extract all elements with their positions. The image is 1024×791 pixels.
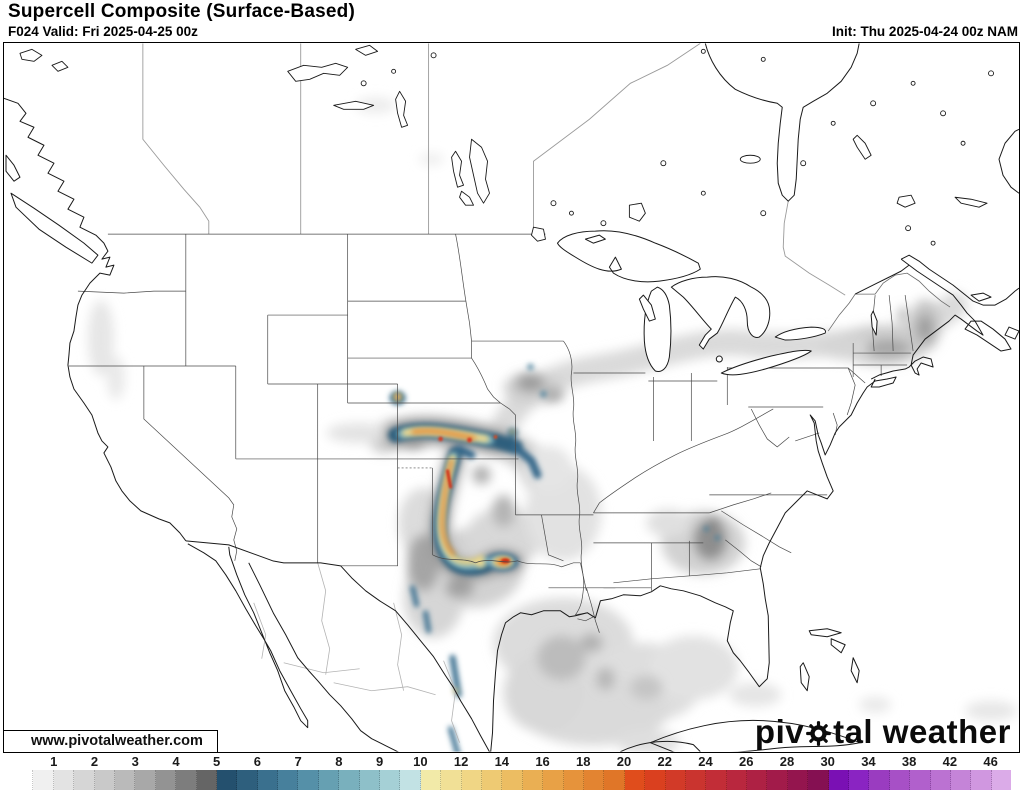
legend-tick-label: 28 [779,754,795,769]
legend-color-box [665,770,686,790]
us-canada-border-east [827,272,951,332]
legend-color-box [889,770,911,790]
legend-tick-label: 20 [616,754,632,769]
legend-color-box [257,770,279,790]
legend-color-box [910,770,931,790]
legend-color-box [726,770,748,790]
legend-color-box [685,770,707,790]
legend-color-box [380,770,401,790]
map-svg [4,43,1019,752]
legend-color-box [583,770,605,790]
legend-color-box [33,770,54,790]
legend-color-box [420,770,442,790]
legend-tick-label: 38 [901,754,917,769]
legend-tick-label: 3 [131,754,139,769]
caribbean-coastlines [620,628,861,752]
valid-time-label: F024 Valid: Fri 2025-04-25 00z [8,24,198,39]
legend-tick-label: 10 [413,754,428,769]
legend-tick-label: 46 [983,754,998,769]
legend-tick-label: 22 [657,754,672,769]
legend-tick-label: 12 [453,754,469,769]
legend-color-box [563,770,584,790]
legend-color-box [176,770,197,790]
legend-tick-label: 42 [942,754,958,769]
color-scale-legend: 1 2 3 4 5 6 7 8 9 10 12 14 16 18 20 22 24 26 28 30 34 38 42 46 [0,753,1024,791]
small-lakes-specks [360,48,994,246]
legend-color-box [828,770,850,790]
legend-color-box [441,770,462,790]
header: Supercell Composite (Surface-Based) F024… [0,0,1024,42]
legend-tick-label: 8 [335,754,343,769]
legend-color-box [94,770,115,790]
init-time-label: Init: Thu 2025-04-24 00z NAM [831,24,1018,39]
legend-color-box [849,770,870,790]
legend-tick-label: 34 [861,754,876,769]
legend-color-box [543,770,564,790]
page-title: Supercell Composite (Surface-Based) [8,1,355,22]
forecast-map: www.pivotalweather.com piv tal weather [3,42,1020,753]
legend-tick-label: 6 [253,754,262,769]
legend-color-box [298,770,319,790]
legend-tick-label: 18 [576,754,591,769]
legend-color-box [278,770,299,790]
legend-tick-label: 16 [535,754,550,769]
legend-color-box [237,770,258,790]
legend-color-box [461,770,482,790]
canada-lakes [19,44,916,242]
legend-color-box [216,770,238,790]
legend-color-box [114,770,136,790]
pivotal-weather-logo: piv tal weather [755,713,1011,751]
legend-color-box [930,770,951,790]
legend-color-box [13,770,34,790]
province-borders [142,43,846,296]
great-lakes [556,230,878,376]
legend-tick-label: 2 [90,754,99,769]
legend-color-box [359,770,381,790]
legend-tick-label: 24 [698,754,713,769]
watermark: www.pivotalweather.com [3,730,218,753]
legend-color-box [318,770,340,790]
legend-color-box [502,770,523,790]
legend-color-box [339,770,360,790]
legend-color-box [950,770,972,790]
legend-tick-label: 30 [820,754,835,769]
legend-color-box [991,770,1012,790]
legend-color-box [971,770,992,790]
legend-tick-label: 4 [172,754,180,769]
legend-color-box [135,770,156,790]
legend-color-box [706,770,727,790]
legend-color-box [481,770,503,790]
legend-color-box [624,770,646,790]
legend-color-box [196,770,217,790]
legend-color-box [747,770,768,790]
shading-red-cores [438,435,511,564]
gear-icon [805,720,832,747]
legend-color-box [767,770,788,790]
legend-tick-label: 1 [50,754,58,769]
legend-tick-labels: 1 2 3 4 5 6 7 8 9 10 12 14 16 18 20 22 24 26 28 30 34 38 42 46 [0,754,1024,769]
legend-tick-label: 5 [213,754,221,769]
legend-bar [13,770,1012,790]
legend-tick-label: 9 [375,754,384,769]
legend-tick-label: 7 [294,754,302,769]
legend-color-box [155,770,177,790]
legend-color-box [522,770,544,790]
logo-text-prefix: piv [754,713,805,750]
logo-text-suffix: tal weather [833,713,1011,750]
legend-color-box [74,770,95,790]
legend-color-box [604,770,625,790]
coastlines [4,43,1019,752]
legend-color-box [869,770,890,790]
forecast-info-row: F024 Valid: Fri 2025-04-25 00z Init: Thu… [8,24,1018,39]
legend-color-box [808,770,829,790]
legend-color-box [645,770,666,790]
legend-color-box [400,770,421,790]
legend-tick-label: 26 [738,754,754,769]
mexico-state-borders [253,562,460,743]
legend-tick-label: 14 [494,754,510,769]
legend-color-box [787,770,809,790]
legend-color-box [53,770,75,790]
